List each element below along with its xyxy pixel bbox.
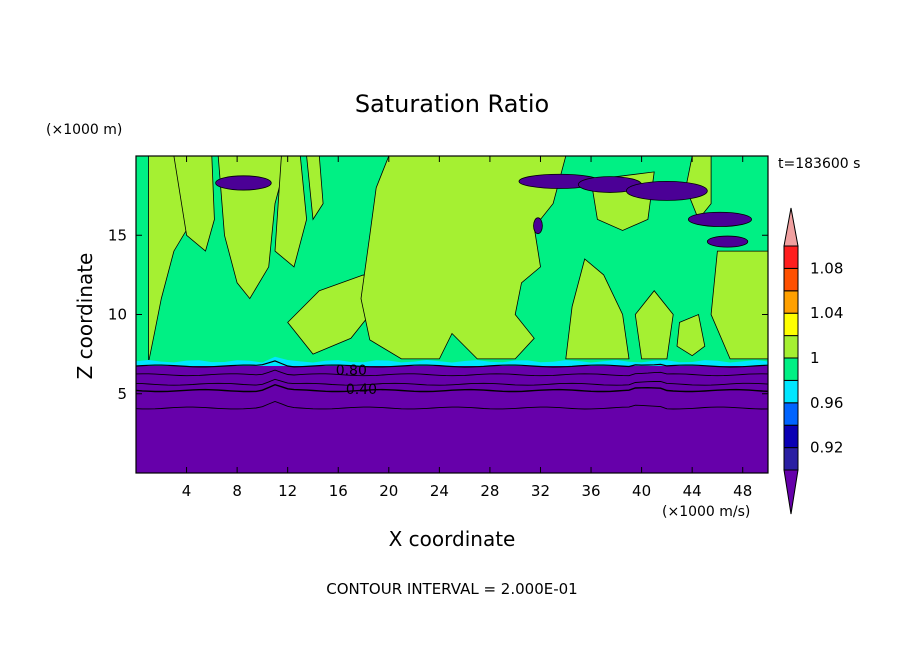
colorbar: 1.08 1.04 1 0.96 0.92 bbox=[783, 207, 843, 515]
cloud-region bbox=[306, 156, 324, 221]
contour-line bbox=[136, 383, 768, 393]
contour-line bbox=[136, 360, 768, 368]
x-tick-label: 44 bbox=[683, 482, 702, 500]
colorbar-label: 0.92 bbox=[810, 439, 843, 457]
cloud-region bbox=[634, 290, 674, 360]
time-label: t=183600 s bbox=[778, 156, 860, 172]
colorbar-swatch bbox=[783, 312, 799, 337]
colorbar-label: 1.08 bbox=[810, 259, 843, 277]
y-axis: 5 10 15 bbox=[108, 226, 768, 403]
contour-interval-note: CONTOUR INTERVAL = 2.000E-01 bbox=[326, 580, 577, 598]
colorbar-swatch bbox=[783, 290, 799, 314]
dark-patch bbox=[706, 235, 749, 248]
contour-label: 0.80 bbox=[336, 363, 367, 379]
x-tick-label: 32 bbox=[531, 482, 550, 500]
dark-patch bbox=[626, 180, 708, 201]
colorbar-swatch bbox=[783, 402, 799, 426]
contour-lines bbox=[136, 360, 768, 410]
dry-lower-layer bbox=[136, 366, 768, 473]
contour-labels: 0.80 0.40 bbox=[336, 363, 377, 398]
cloud-region bbox=[173, 156, 215, 252]
y-axis-label: Z coordinate bbox=[73, 253, 97, 380]
x-tick-label: 16 bbox=[329, 482, 348, 500]
x-tick-label: 40 bbox=[632, 482, 651, 500]
dark-patch bbox=[215, 175, 272, 191]
x-tick-label: 48 bbox=[733, 482, 752, 500]
x-tick-label: 36 bbox=[581, 482, 600, 500]
y-unit-label: (×1000 m) bbox=[46, 122, 122, 138]
colorbar-swatch bbox=[783, 245, 799, 269]
contour-line bbox=[136, 378, 768, 386]
x-tick-label: 20 bbox=[379, 482, 398, 500]
y-tick-label: 10 bbox=[108, 306, 127, 324]
colorbar-swatch bbox=[783, 447, 799, 471]
x-tick-label: 4 bbox=[182, 482, 192, 500]
dark-patch bbox=[687, 211, 752, 227]
colorbar-under-arrow bbox=[783, 469, 799, 515]
y-tick-label: 15 bbox=[108, 226, 127, 244]
x-tick-label: 24 bbox=[430, 482, 449, 500]
x-tick-label: 8 bbox=[232, 482, 242, 500]
cloud-regions bbox=[148, 156, 768, 363]
y-tick-label: 5 bbox=[117, 385, 127, 403]
colorbar-label: 1.04 bbox=[810, 304, 843, 322]
cloud-region bbox=[676, 313, 706, 357]
colorbar-swatch bbox=[783, 357, 799, 381]
colorbar-swatch bbox=[783, 335, 799, 359]
colorbar-swatch bbox=[783, 379, 799, 404]
plot-area bbox=[136, 156, 768, 473]
colorbar-label: 0.96 bbox=[810, 394, 843, 412]
contour-line bbox=[136, 369, 768, 377]
x-axis: 4 8 12 16 20 24 28 32 36 40 44 48 bbox=[182, 156, 752, 500]
dark-patch bbox=[533, 217, 543, 235]
colorbar-swatch bbox=[783, 267, 799, 292]
chart-title: Saturation Ratio bbox=[355, 90, 549, 118]
x-tick-label: 28 bbox=[480, 482, 499, 500]
cloud-region bbox=[287, 274, 384, 355]
colorbar-swatch bbox=[783, 424, 799, 449]
x-axis-label: X coordinate bbox=[389, 527, 516, 551]
x-tick-label: 12 bbox=[278, 482, 297, 500]
colorbar-label: 1 bbox=[810, 349, 820, 367]
cloud-region bbox=[710, 250, 768, 360]
cloud-region bbox=[565, 258, 630, 360]
contour-line bbox=[136, 401, 768, 410]
x-unit-label: (×1000 m/s) bbox=[662, 504, 750, 520]
supersaturated-patches bbox=[215, 173, 752, 248]
contour-label: 0.40 bbox=[346, 382, 377, 398]
cloud-region bbox=[274, 156, 308, 268]
colorbar-over-arrow bbox=[783, 207, 799, 247]
